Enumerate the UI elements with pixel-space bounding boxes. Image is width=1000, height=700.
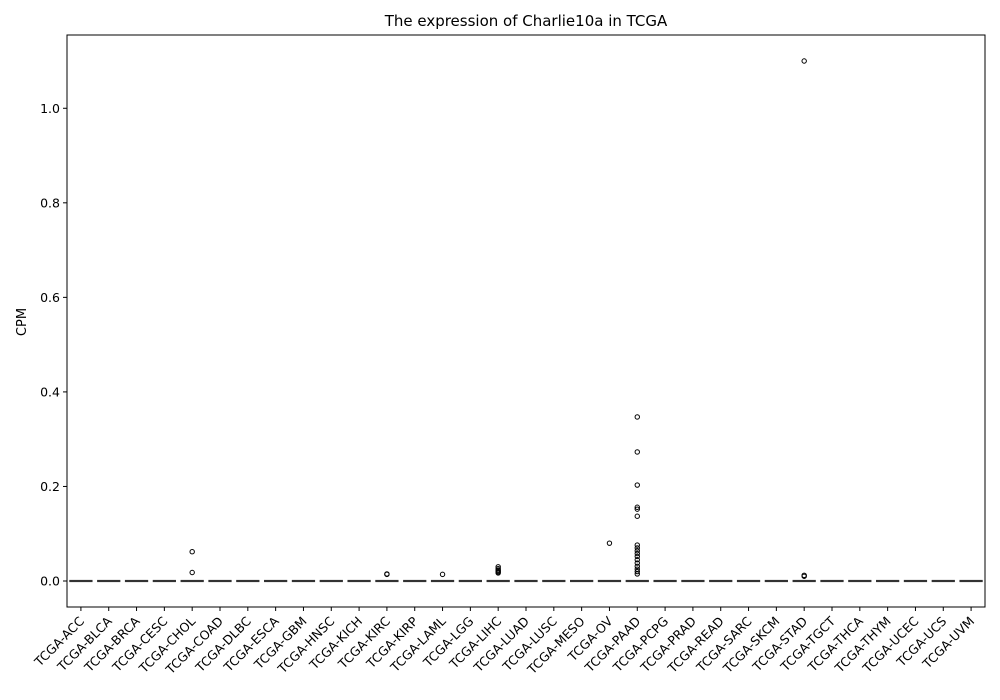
x-axis-ticks: TCGA-ACCTCGA-BLCATCGA-BRCATCGA-CESCTCGA-… bbox=[31, 607, 977, 678]
outlier-point bbox=[634, 482, 640, 488]
outlier-point bbox=[606, 540, 613, 546]
outlier-point bbox=[384, 571, 390, 578]
y-axis-ticks: 0.0 0.2 0.4 0.6 0.8 1.0 bbox=[40, 101, 67, 589]
y-tick-label: 1.0 bbox=[40, 101, 60, 116]
outlier-point bbox=[801, 573, 807, 579]
outlier-points bbox=[189, 58, 807, 579]
y-tick-label: 0.6 bbox=[40, 290, 60, 305]
y-axis-label: CPM bbox=[15, 308, 30, 336]
outlier-point bbox=[189, 569, 195, 576]
outlier-point bbox=[634, 563, 640, 570]
outlier-point bbox=[439, 571, 446, 578]
y-tick-label: 0.8 bbox=[40, 195, 60, 210]
outlier-point bbox=[634, 548, 640, 554]
y-tick-label: 0.4 bbox=[40, 384, 60, 399]
outlier-point bbox=[801, 58, 807, 64]
outlier-point bbox=[634, 557, 640, 563]
outlier-point bbox=[634, 449, 640, 455]
outlier-point bbox=[634, 571, 640, 577]
outlier-point bbox=[634, 560, 640, 566]
plot-area-frame bbox=[66, 34, 986, 608]
box-series bbox=[69, 579, 983, 583]
outlier-point bbox=[634, 506, 640, 512]
outlier-point bbox=[495, 570, 501, 576]
y-tick-label: 0.0 bbox=[40, 574, 60, 589]
outlier-point bbox=[634, 545, 640, 551]
outlier-point bbox=[189, 548, 195, 555]
outlier-point bbox=[634, 504, 640, 510]
outlier-point bbox=[634, 513, 640, 519]
outlier-point bbox=[634, 542, 640, 548]
y-tick-label: 0.2 bbox=[40, 479, 60, 494]
outlier-point bbox=[634, 553, 640, 560]
outlier-point bbox=[634, 414, 640, 420]
outlier-point bbox=[634, 550, 640, 557]
chart-title: The expression of Charlie10a in TCGA bbox=[384, 12, 668, 30]
outlier-point bbox=[634, 568, 640, 575]
